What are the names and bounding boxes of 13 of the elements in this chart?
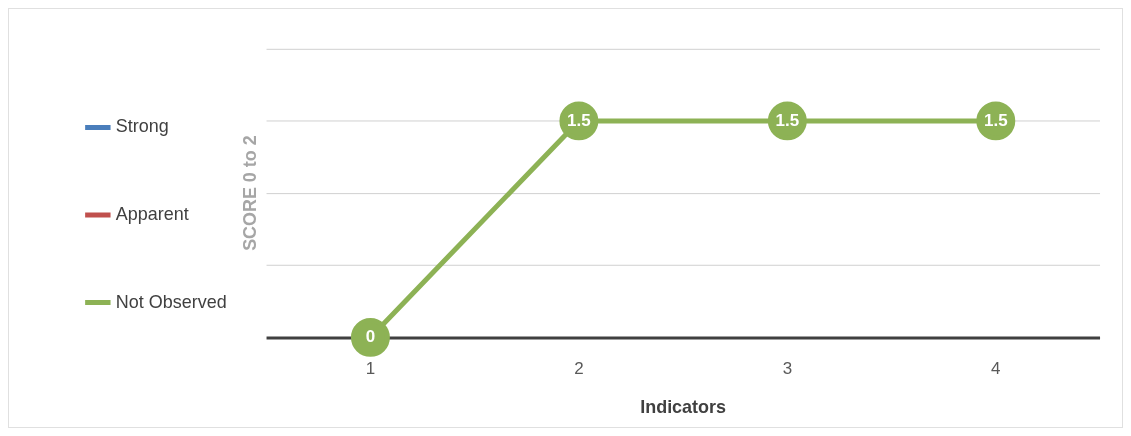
data-label: 0	[365, 327, 376, 347]
x-tick-label: 2	[574, 359, 584, 379]
x-tick-label: 4	[991, 359, 1001, 379]
x-tick-label: 3	[782, 359, 793, 379]
data-label: 1.5	[567, 110, 591, 130]
y-axis-title: SCORE 0 to 2	[240, 135, 261, 251]
legend-label: Not Observed	[115, 291, 227, 312]
data-label: 1.5	[984, 110, 1008, 130]
legend-label: Strong	[115, 116, 169, 137]
x-tick-label: 1	[365, 359, 376, 379]
legend-label: Apparent	[115, 203, 189, 224]
x-axis-title: Indicators	[640, 397, 727, 418]
data-label: 1.5	[775, 110, 800, 130]
